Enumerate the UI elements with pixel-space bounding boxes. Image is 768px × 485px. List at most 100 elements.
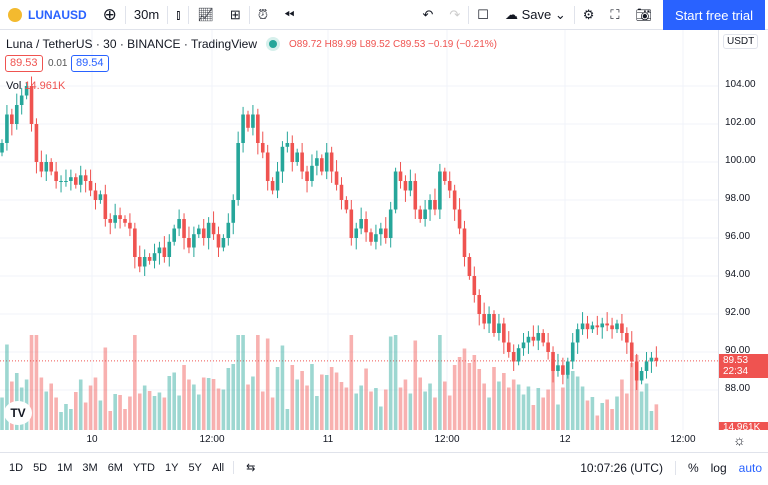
price-tick: 102.00	[725, 117, 756, 128]
volume-bar	[0, 397, 4, 430]
volume-bar	[506, 387, 511, 430]
volume-bar	[310, 364, 314, 430]
volume-bar	[566, 370, 570, 430]
candle	[305, 171, 309, 181]
candle	[388, 209, 393, 238]
candle	[221, 238, 226, 248]
price-axis[interactable]: USDT 89.53 22:34 14.961K 104.00 102.00 100.…	[718, 30, 768, 430]
candle	[556, 365, 560, 371]
volume-bar	[398, 387, 403, 430]
candle	[0, 143, 4, 153]
start-free-trial-button[interactable]: Start free trial	[663, 0, 765, 30]
save-label: Save	[521, 7, 552, 22]
candle	[123, 219, 127, 223]
buy-price-button[interactable]: 89.54	[71, 55, 109, 72]
symbol-button[interactable]: LUNAUSD	[0, 0, 95, 30]
redo-icon[interactable]: ↷	[449, 6, 461, 22]
range-1m[interactable]: 1M	[57, 461, 73, 474]
candle	[14, 105, 19, 124]
volume-bar	[339, 382, 344, 430]
range-1y[interactable]: 1Y	[164, 461, 179, 474]
undo-icon[interactable]: ↶	[422, 6, 434, 22]
compare-add-icon[interactable]: ⊕	[102, 4, 117, 24]
candle	[236, 143, 240, 200]
layout-square-icon[interactable]: ☐	[477, 6, 489, 22]
range-5d[interactable]: 5D	[33, 461, 48, 474]
candle	[639, 371, 644, 381]
log-toggle[interactable]: log	[710, 460, 727, 475]
sell-price-button[interactable]: 89.53	[5, 55, 43, 72]
date-range-icon[interactable]: ⇆	[233, 461, 261, 474]
volume-bar	[349, 335, 354, 430]
volume-bar	[536, 388, 541, 430]
candle	[201, 228, 206, 238]
candle	[398, 171, 403, 181]
candle	[418, 209, 422, 219]
tradingview-logo-icon: TV	[4, 401, 32, 425]
currency-select[interactable]: USDT	[723, 34, 759, 49]
range-ytd[interactable]: YTD	[132, 461, 155, 474]
candle	[531, 336, 536, 341]
save-button[interactable]: ☁︎ Save ⌄	[504, 6, 566, 23]
candle	[364, 219, 368, 233]
candle	[526, 336, 531, 343]
volume-legend: Vol 14.961K	[6, 80, 65, 92]
candle	[265, 152, 270, 181]
candle	[187, 238, 191, 248]
volume-bar	[305, 385, 309, 430]
volume-bar	[418, 377, 422, 430]
candle	[172, 228, 176, 242]
volume-bar	[108, 411, 113, 430]
candle	[413, 181, 418, 210]
auto-toggle[interactable]: auto	[738, 460, 762, 475]
clock[interactable]: 10:07:26 (UTC)	[574, 460, 676, 475]
volume-bar	[69, 409, 73, 430]
settings-sun-icon[interactable]: ☼	[733, 432, 746, 448]
candle	[620, 323, 624, 333]
fullscreen-icon[interactable]: ⛶	[610, 6, 620, 22]
settings-gear-icon[interactable]: ⚙︎	[582, 6, 595, 22]
candle	[142, 257, 147, 267]
volume-bar	[575, 376, 580, 430]
volume-bar	[605, 399, 609, 430]
camera-icon[interactable]: 📷︎	[635, 6, 652, 22]
candle	[211, 222, 216, 235]
candles-icon[interactable]: ⫾	[176, 6, 181, 22]
last-price: 89.53	[723, 355, 749, 366]
volume-bar	[152, 396, 157, 430]
indicators-icon[interactable]: 📈︎	[197, 6, 214, 22]
candle	[83, 175, 88, 181]
candle	[349, 209, 354, 238]
range-5y[interactable]: 5Y	[188, 461, 202, 474]
replay-icon[interactable]: ⏪︎	[283, 6, 295, 22]
candle	[403, 181, 408, 191]
volume-bar	[447, 395, 452, 430]
candle	[226, 222, 231, 238]
candle	[339, 184, 344, 200]
candle	[615, 323, 619, 330]
candle	[610, 325, 614, 330]
candle	[246, 114, 250, 128]
percent-toggle[interactable]: %	[687, 460, 699, 475]
candle	[118, 215, 122, 219]
price-chart[interactable]	[0, 30, 718, 430]
volume-bar	[260, 391, 265, 430]
volume-bar	[300, 371, 304, 430]
volume-bar	[629, 363, 634, 430]
volume-bar	[162, 397, 167, 430]
volume-bar	[256, 335, 260, 430]
interval-button[interactable]: 30m	[133, 7, 160, 22]
range-1d[interactable]: 1D	[9, 461, 24, 474]
candle	[433, 200, 437, 210]
range-6m[interactable]: 6M	[107, 461, 123, 474]
range-all[interactable]: All	[211, 461, 225, 474]
layouts-icon[interactable]: ⊞	[229, 6, 241, 22]
volume-bar	[265, 338, 270, 430]
alert-icon[interactable]: ⏰︎	[257, 6, 268, 22]
volume-bar	[93, 377, 98, 430]
candle	[487, 314, 491, 324]
range-3m[interactable]: 3M	[82, 461, 98, 474]
volume-bar	[216, 388, 221, 430]
candle	[197, 228, 201, 235]
volume-bar	[334, 372, 339, 430]
